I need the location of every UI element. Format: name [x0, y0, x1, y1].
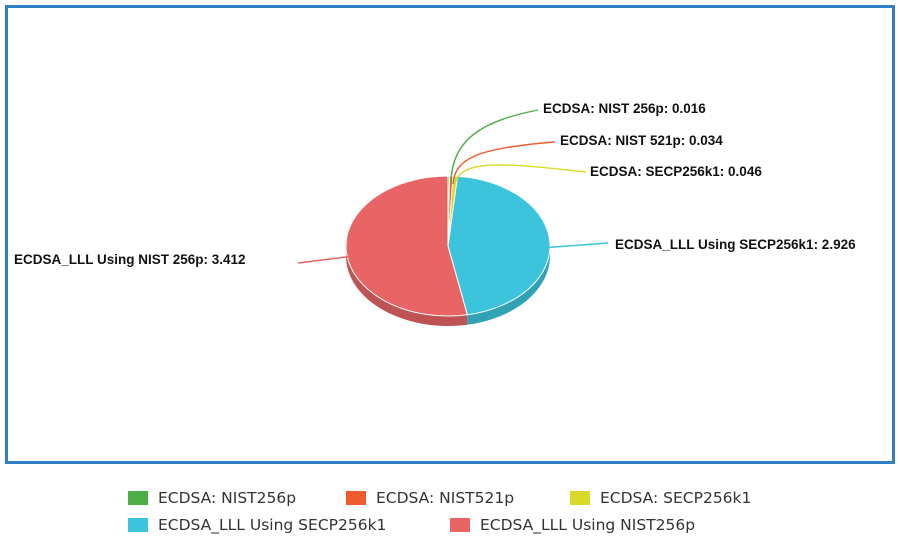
legend-item-lll-secp256k1: ECDSA_LLL Using SECP256k1	[128, 514, 386, 536]
legend-swatch-green	[128, 491, 148, 505]
legend-label: ECDSA: NIST521p	[376, 489, 515, 507]
pie-top	[345, 175, 551, 317]
legend-item-nist521p: ECDSA: NIST521p	[346, 487, 514, 509]
leader-line-ecdsa-lll-using-nist256p	[297, 255, 355, 264]
legend-label: ECDSA_LLL Using NIST256p	[480, 516, 696, 534]
legend-label: ECDSA_LLL Using SECP256k1	[158, 516, 387, 534]
pie-chart: ECDSA: NIST 256p: 0.016 ECDSA: NIST 521p…	[14, 101, 856, 326]
legend-swatch-red	[450, 518, 470, 532]
slice-label-lll-secp256k1: ECDSA_LLL Using SECP256k1: 2.926	[615, 237, 856, 252]
leader-lines	[297, 109, 609, 264]
leader-line-ecdsa-lll-using-secp256k1	[540, 242, 609, 249]
slice-label-nist256p: ECDSA: NIST 256p: 0.016	[543, 101, 706, 116]
chart-legend: ECDSA: NIST256p ECDSA: NIST521p ECDSA: S…	[0, 484, 900, 540]
legend-label: ECDSA: SECP256k1	[600, 489, 752, 507]
slice-labels: ECDSA: NIST 256p: 0.016 ECDSA: NIST 521p…	[14, 101, 856, 267]
leader-line-ecdsa-nist521p	[452, 141, 556, 185]
pie-slice-ecdsa-lll-using-nist256p	[345, 175, 468, 317]
legend-item-lll-nist256p: ECDSA_LLL Using NIST256p	[450, 514, 695, 536]
legend-label: ECDSA: NIST256p	[158, 489, 297, 507]
legend-item-nist256p: ECDSA: NIST256p	[128, 487, 296, 509]
legend-swatch-cyan	[128, 518, 148, 532]
chart-frame: ECDSA: NIST 256p: 0.016 ECDSA: NIST 521p…	[5, 5, 895, 464]
leader-line-ecdsa-secp256k1	[454, 164, 587, 185]
slice-label-lll-nist256p: ECDSA_LLL Using NIST 256p: 3.412	[14, 252, 246, 267]
legend-swatch-yellow	[570, 491, 590, 505]
legend-swatch-orange	[346, 491, 366, 505]
pie-slice-ecdsa-lll-using-secp256k1	[447, 175, 551, 316]
legend-item-secp256k1: ECDSA: SECP256k1	[570, 487, 751, 509]
slice-label-secp256k1: ECDSA: SECP256k1: 0.046	[590, 164, 762, 179]
leader-line-ecdsa-nist256p	[450, 109, 539, 185]
pie-side-ecdsa-lll-using-secp256k1	[467, 246, 550, 325]
slice-label-nist521p: ECDSA: NIST 521p: 0.034	[560, 133, 723, 148]
